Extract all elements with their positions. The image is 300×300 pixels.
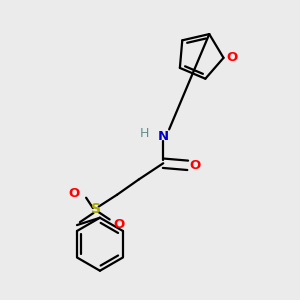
Text: O: O xyxy=(69,187,80,200)
Text: N: N xyxy=(158,130,169,143)
Text: O: O xyxy=(189,159,201,172)
Text: H: H xyxy=(140,127,149,140)
Text: O: O xyxy=(113,218,125,231)
Text: S: S xyxy=(91,202,101,217)
Text: O: O xyxy=(226,51,237,64)
